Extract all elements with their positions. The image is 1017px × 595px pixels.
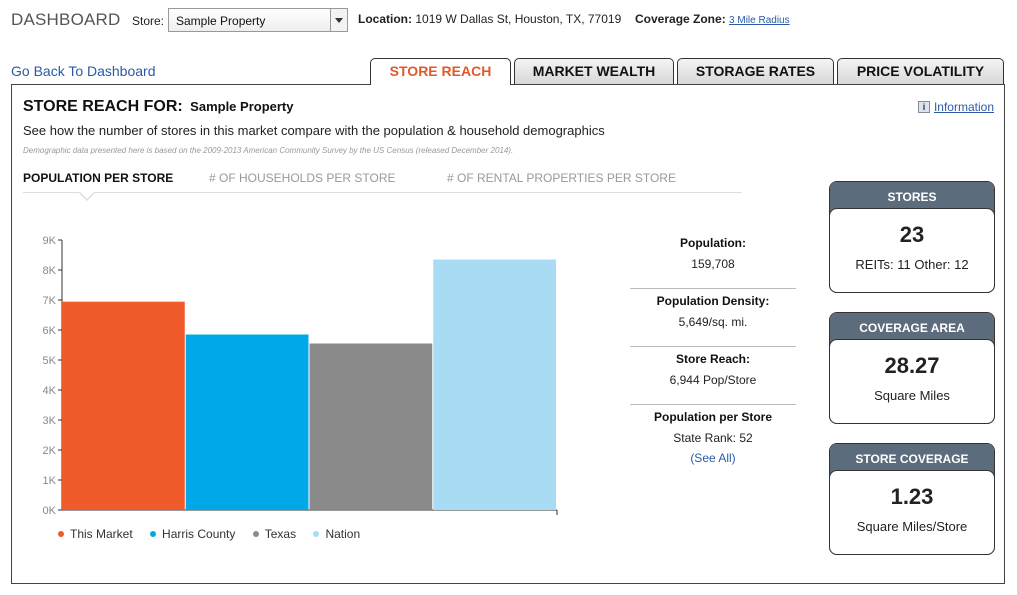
page-title-property: Sample Property <box>190 99 294 114</box>
legend-label: Texas <box>264 527 297 541</box>
tab-store-reach[interactable]: STORE REACH <box>370 58 511 85</box>
bar-harris-county <box>185 334 309 510</box>
stat-state-rank: State Rank: 52 <box>673 431 753 445</box>
store-coverage-unit: Square Miles/Store <box>856 519 968 534</box>
subtab-caret <box>79 192 95 201</box>
stat-label: Population Density: <box>656 294 770 308</box>
legend-item-texas: Texas <box>252 527 297 541</box>
app-title: DASHBOARD <box>11 10 121 29</box>
stores-breakdown: REITs: 11 Other: 12 <box>855 257 969 272</box>
stat-label: Population per Store <box>653 410 772 424</box>
bar-texas <box>309 343 433 510</box>
tab-market-wealth[interactable]: MARKET WEALTH <box>514 58 674 84</box>
subtab-bar: POPULATION PER STORE # OF HOUSEHOLDS PER… <box>23 171 742 193</box>
legend-label: Harris County <box>162 527 236 541</box>
legend-item-nation: Nation <box>313 527 360 541</box>
bar-this-market <box>62 301 185 510</box>
stat-label: Store Reach: <box>675 352 751 366</box>
stores-card-body: 23 REITs: 11 Other: 12 <box>829 208 995 293</box>
y-tick-label: 1K <box>43 475 57 487</box>
chevron-down-icon[interactable] <box>330 9 347 31</box>
tab-storage-rates[interactable]: STORAGE RATES <box>677 58 834 84</box>
y-tick-label: 9K <box>43 235 57 247</box>
location-label: Location: <box>358 12 412 26</box>
legend-label: Nation <box>325 527 361 541</box>
coverage-area-card-title: COVERAGE AREA <box>830 313 994 343</box>
y-tick-label: 6K <box>43 325 57 337</box>
coverage-label: Coverage Zone: <box>635 12 726 26</box>
stat-population: Population: 159,708 <box>630 231 796 289</box>
stores-card-title: STORES <box>830 182 994 212</box>
subtab-rental-properties-per-store[interactable]: # OF RENTAL PROPERTIES PER STORE <box>447 171 676 185</box>
y-tick-label: 3K <box>43 415 57 427</box>
store-select[interactable]: Sample Property <box>168 8 348 32</box>
y-tick-label: 0K <box>43 505 57 517</box>
population-per-store-chart: 0K 1K 2K 3K 4K 5K 6K 7K 8K 9K <box>43 235 558 517</box>
store-select-value: Sample Property <box>176 14 266 28</box>
y-tick-label: 4K <box>43 385 57 397</box>
location-info: Location: 1019 W Dallas St, Houston, TX,… <box>358 12 621 26</box>
top-bar: DASHBOARD Store: Sample Property Locatio… <box>11 8 1017 34</box>
stats-column: Population: 159,708 Population Density: … <box>630 231 796 465</box>
store-label: Store: <box>132 14 165 28</box>
y-tick-label: 5K <box>43 355 57 367</box>
page-subtitle: See how the number of stores in this mar… <box>23 123 605 138</box>
stat-population-density: Population Density: 5,649/sq. mi. <box>630 289 796 347</box>
y-tick-label: 8K <box>43 265 57 277</box>
chart-legend: This Market Harris County Texas Nation <box>58 527 374 541</box>
legend-item-harris-county: Harris County <box>150 527 235 541</box>
subtab-population-per-store[interactable]: POPULATION PER STORE <box>23 171 174 185</box>
tab-price-volatility[interactable]: PRICE VOLATILITY <box>837 58 1004 84</box>
location-value: 1019 W Dallas St, Houston, TX, 77019 <box>415 12 622 26</box>
coverage-area-unit: Square Miles <box>874 388 950 403</box>
legend-item-this-market: This Market <box>58 527 133 541</box>
information-link[interactable]: i Information <box>917 100 994 114</box>
stat-value: 5,649/sq. mi. <box>678 315 748 329</box>
page-title-label: STORE REACH FOR: <box>23 98 183 115</box>
legend-dot <box>58 531 64 537</box>
stat-value: 6,944 Pop/Store <box>669 373 757 387</box>
stat-population-per-store: Population per Store State Rank: 52 (See… <box>630 405 796 465</box>
see-all-link[interactable]: (See All) <box>690 451 736 465</box>
stat-label: Population: <box>680 236 746 250</box>
coverage-info: Coverage Zone: 3 Mile Radius <box>635 12 790 26</box>
bar-nation <box>433 259 556 510</box>
legend-dot <box>313 531 320 537</box>
information-label: Information <box>933 100 994 114</box>
stat-store-reach: Store Reach: 6,944 Pop/Store <box>630 347 796 405</box>
coverage-zone-link[interactable]: 3 Mile Radius <box>729 15 790 26</box>
store-coverage-card: STORE COVERAGE 1.23 Square Miles/Store <box>829 443 995 555</box>
stores-card: STORES 23 REITs: 11 Other: 12 <box>829 181 995 293</box>
y-tick-label: 2K <box>43 445 57 457</box>
y-tick-label: 7K <box>43 295 57 307</box>
info-icon: i <box>917 101 930 113</box>
legend-label: This Market <box>70 527 133 541</box>
store-coverage-card-body: 1.23 Square Miles/Store <box>829 470 995 555</box>
back-to-dashboard-link[interactable]: Go Back To Dashboard <box>11 63 156 79</box>
main-panel: STORE REACH FOR: Sample Property i Inform… <box>11 84 1005 584</box>
coverage-area-card: COVERAGE AREA 28.27 Square Miles <box>829 312 995 424</box>
page-title: STORE REACH FOR: Sample Property <box>23 98 294 116</box>
coverage-area-card-body: 28.27 Square Miles <box>829 339 995 424</box>
store-coverage-card-title: STORE COVERAGE <box>830 444 994 474</box>
data-source-note: Demographic data presented here is based… <box>23 146 514 155</box>
store-coverage-value: 1.23 <box>890 484 934 509</box>
stores-count: 23 <box>899 222 925 247</box>
legend-dot <box>252 531 259 537</box>
subtab-households-per-store[interactable]: # OF HOUSEHOLDS PER STORE <box>209 171 396 185</box>
coverage-area-value: 28.27 <box>884 353 940 378</box>
stat-value: 159,708 <box>691 257 735 271</box>
legend-dot <box>150 531 157 537</box>
